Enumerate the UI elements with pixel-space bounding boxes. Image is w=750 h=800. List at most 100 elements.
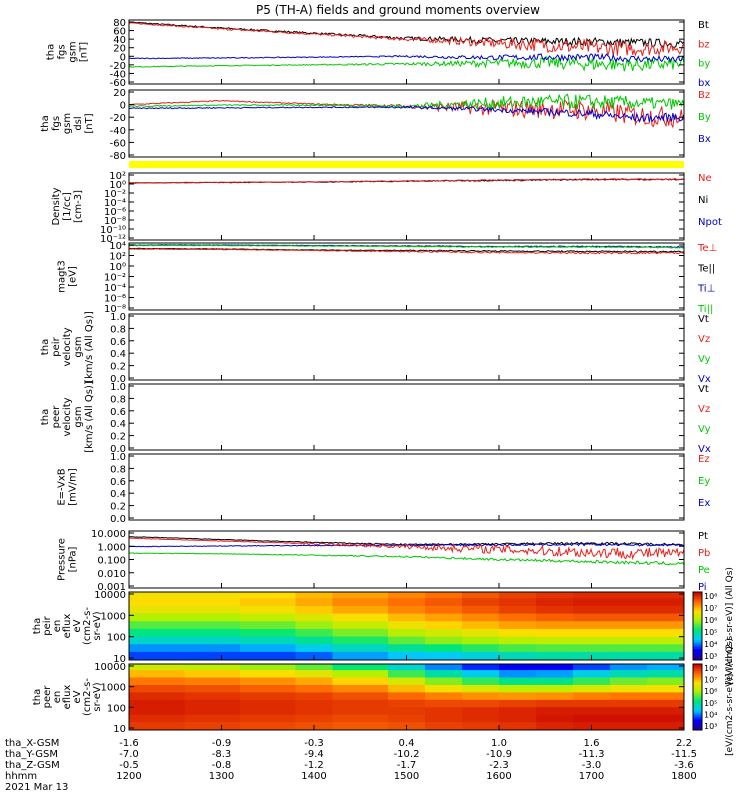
colorbar-cell <box>693 621 702 625</box>
colorbar-cell <box>693 672 702 676</box>
y-tick-label: 0.6 <box>110 407 126 418</box>
spectrogram-cell <box>573 684 611 693</box>
y-axis-label: [km/s (All Qs)] <box>84 311 95 383</box>
y-tick-label: 0.0 <box>110 514 126 525</box>
series-line-pressure-3 <box>128 552 685 566</box>
y-tick-label: 10 <box>113 724 126 735</box>
colorbar-cell <box>693 723 702 727</box>
y-axis-label: Pressure <box>57 538 68 581</box>
y-axis-label: peer <box>51 405 62 429</box>
spectrogram-cell <box>129 636 185 645</box>
spectrogram-cell <box>536 669 574 678</box>
x-axis-value: 1500 <box>394 771 419 782</box>
ephemeris-yellow-bar <box>129 161 684 168</box>
colorbar-cell <box>693 710 702 713</box>
colorbar-frame <box>692 591 703 661</box>
spectrogram-cell <box>462 664 500 671</box>
y-axis-label: dsl <box>73 116 84 130</box>
y-tick-label: 0.6 <box>110 337 126 348</box>
spectrogram-cell <box>499 620 537 629</box>
colorbar-cell <box>693 623 702 627</box>
colorbar-cell <box>693 601 702 604</box>
colorbar-cell <box>693 650 702 654</box>
spectrogram-cell <box>388 691 426 700</box>
legend-entry: bx <box>698 78 710 89</box>
spectrogram-cell <box>647 669 685 678</box>
spectrogram-cell <box>129 605 185 614</box>
x-axis-value: 2.2 <box>676 738 692 749</box>
spectrogram-cell <box>610 677 648 685</box>
spectrogram-cell <box>240 605 296 614</box>
spectrogram-cell <box>129 651 185 661</box>
x-axis-value: -11.3 <box>579 749 605 760</box>
series-line-temperature-2 <box>128 247 685 253</box>
colorbar-cell <box>693 641 702 645</box>
y-tick-label: 60 <box>113 27 126 38</box>
spectrogram-cell <box>462 669 500 678</box>
spectrogram-cell <box>240 592 296 599</box>
spectrogram-cell <box>573 636 611 645</box>
spectrogram-cell <box>295 592 333 599</box>
spectrogram-cell <box>425 669 463 678</box>
spectrogram-cell <box>647 636 685 645</box>
legend-entry: Te⊥ <box>697 243 717 254</box>
spectrogram-cell <box>647 620 685 629</box>
y-tick-label: 10⁰ <box>109 262 126 273</box>
spectrogram-cell <box>425 691 463 700</box>
x-axis-value: 1200 <box>116 771 141 782</box>
y-tick-label: -40 <box>110 69 126 80</box>
y-axis-label: gsm <box>73 406 84 427</box>
spectrogram-cell <box>536 714 574 723</box>
y-axis-label: tha <box>40 115 51 131</box>
x-axis-row-label: tha_Y-GSM <box>5 749 58 760</box>
spectrogram-cell <box>240 714 296 723</box>
y-tick-label: 0 <box>120 101 126 112</box>
spectrogram-cell <box>295 699 333 708</box>
series-line-density-1 <box>128 178 685 184</box>
colorbar-cell <box>693 675 702 678</box>
spectrogram-cell <box>425 636 463 645</box>
spectrogram-cell <box>388 620 426 629</box>
spectrogram-cell <box>647 706 685 715</box>
colorbar-cell <box>693 677 702 680</box>
spectrogram-cell <box>129 643 185 652</box>
x-axis-value: -1.7 <box>397 760 417 771</box>
spectrogram-cell <box>499 706 537 715</box>
y-tick-label: -60 <box>110 138 126 149</box>
spectrogram-cell <box>129 664 185 671</box>
spectrogram-cell <box>462 628 500 637</box>
colorbar-cell <box>693 628 702 632</box>
y-tick-label: 10² <box>109 171 126 182</box>
y-tick-label: 0.6 <box>110 477 126 488</box>
legend-entry: Ez <box>698 454 710 465</box>
colorbar-label: [eV/(cm2-s-sr-eV)] (All Qs) <box>725 567 735 685</box>
y-axis-label: en <box>52 691 63 704</box>
spectrogram-cell <box>295 636 333 645</box>
spectrogram-cell <box>573 620 611 629</box>
colorbar-cell <box>693 594 702 598</box>
colorbar-tick-label: 10⁴ <box>704 710 717 719</box>
colorbar-cell <box>693 637 702 641</box>
spectrogram-cell <box>295 628 333 637</box>
y-axis-label: tha <box>40 409 51 425</box>
y-axis-label: gsm <box>62 113 73 134</box>
spectrogram-cell <box>536 613 574 622</box>
spectrogram-cell <box>240 643 296 652</box>
legend-entry: Ti⊥ <box>697 284 715 295</box>
spectrogram-cell <box>425 643 463 652</box>
x-axis-row-label: tha_Z-GSM <box>5 760 60 771</box>
spectrogram-cell <box>332 677 389 685</box>
colorbar-tick-label: 10⁶ <box>704 616 717 625</box>
spectrogram-cell <box>610 597 648 606</box>
spectrogram-cell <box>388 706 426 715</box>
panel-frame <box>128 313 685 381</box>
spectrogram-cell <box>184 699 241 708</box>
plot-title: P5 (TH-A) fields and ground moments over… <box>256 3 540 17</box>
colorbar-tick-label: 10⁷ <box>704 676 717 685</box>
legend-entry: Vt <box>698 384 709 395</box>
spectrogram-cell <box>573 643 611 652</box>
spectrogram-cell <box>573 691 611 700</box>
legend-entry: Ti|| <box>697 304 713 315</box>
y-tick-label: 40 <box>113 35 126 46</box>
